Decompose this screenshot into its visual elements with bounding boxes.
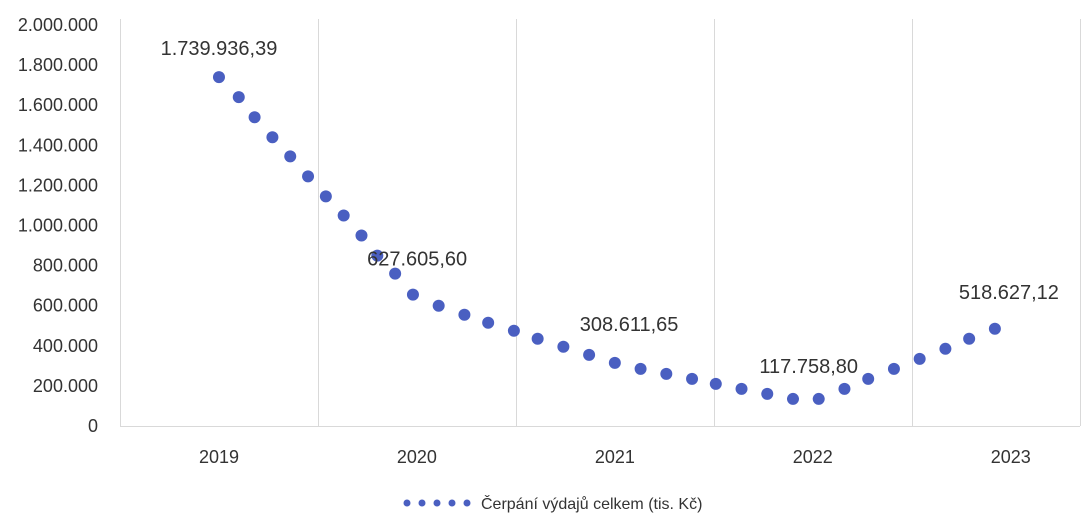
data-point — [531, 332, 544, 345]
data-point — [838, 382, 851, 395]
data-point — [319, 190, 332, 203]
y-tick-label: 400.000 — [33, 336, 98, 356]
data-point — [284, 150, 297, 163]
data-point — [761, 387, 774, 400]
data-points — [212, 71, 1001, 405]
data-point — [212, 71, 225, 84]
x-tick-label: 2022 — [793, 447, 833, 467]
legend-dot — [463, 499, 471, 507]
data-point — [232, 91, 245, 104]
y-axis-ticks: 0 200.000 400.000 600.000 800.000 1.000.000 1.… — [18, 15, 98, 436]
data-point — [371, 249, 384, 262]
data-point — [482, 316, 495, 329]
y-tick-label: 200.000 — [33, 376, 98, 396]
data-point — [302, 170, 315, 183]
y-tick-label: 1.400.000 — [18, 135, 98, 155]
legend: Čerpání výdajů celkem (tis. Kč) — [403, 494, 702, 513]
y-tick-label: 800.000 — [33, 256, 98, 276]
data-point — [458, 308, 471, 321]
data-point — [608, 356, 621, 369]
data-point — [735, 382, 748, 395]
data-point — [355, 229, 368, 242]
y-tick-label: 1.200.000 — [18, 175, 98, 195]
legend-marker — [403, 499, 471, 507]
data-point — [266, 131, 279, 144]
data-point — [557, 340, 570, 353]
data-point — [862, 372, 875, 385]
gridlines — [120, 19, 1081, 427]
y-tick-label: 1.600.000 — [18, 95, 98, 115]
data-label: 117.758,80 — [759, 356, 858, 378]
data-point — [432, 299, 445, 312]
data-point — [963, 332, 976, 345]
y-tick-label: 2.000.000 — [18, 15, 98, 35]
data-point — [939, 342, 952, 355]
data-label: 308.611,65 — [580, 314, 679, 336]
data-point — [634, 362, 647, 375]
x-tick-label: 2019 — [199, 447, 239, 467]
y-tick-label: 1.800.000 — [18, 55, 98, 75]
y-tick-label: 600.000 — [33, 296, 98, 316]
data-point — [686, 372, 699, 385]
data-point — [709, 377, 722, 390]
data-point — [660, 367, 673, 380]
data-labels: 1.739.936,39 627.605,60 308.611,65 117.758,… — [161, 38, 1059, 378]
data-label: 1.739.936,39 — [161, 38, 278, 60]
legend-label: Čerpání výdajů celkem (tis. Kč) — [481, 494, 702, 513]
data-point — [248, 111, 261, 124]
legend-dot — [403, 499, 411, 507]
y-tick-label: 0 — [88, 416, 98, 436]
x-tick-label: 2023 — [991, 447, 1031, 467]
data-point — [887, 362, 900, 375]
data-point — [389, 267, 402, 280]
x-axis-ticks: 2019 2020 2021 2022 2023 — [199, 447, 1031, 467]
y-tick-label: 1.000.000 — [18, 216, 98, 236]
legend-dot — [433, 499, 441, 507]
data-point — [406, 288, 419, 301]
data-label: 518.627,12 — [959, 282, 1059, 304]
legend-dot — [448, 499, 456, 507]
data-point — [786, 392, 799, 405]
data-label: 627.605,60 — [367, 249, 467, 271]
data-point — [583, 348, 596, 361]
data-point — [507, 324, 520, 337]
data-point — [812, 392, 825, 405]
data-point — [337, 209, 350, 222]
data-point — [988, 322, 1001, 335]
data-point — [913, 352, 926, 365]
x-tick-label: 2020 — [397, 447, 437, 467]
x-tick-label: 2021 — [595, 447, 635, 467]
legend-dot — [418, 499, 426, 507]
